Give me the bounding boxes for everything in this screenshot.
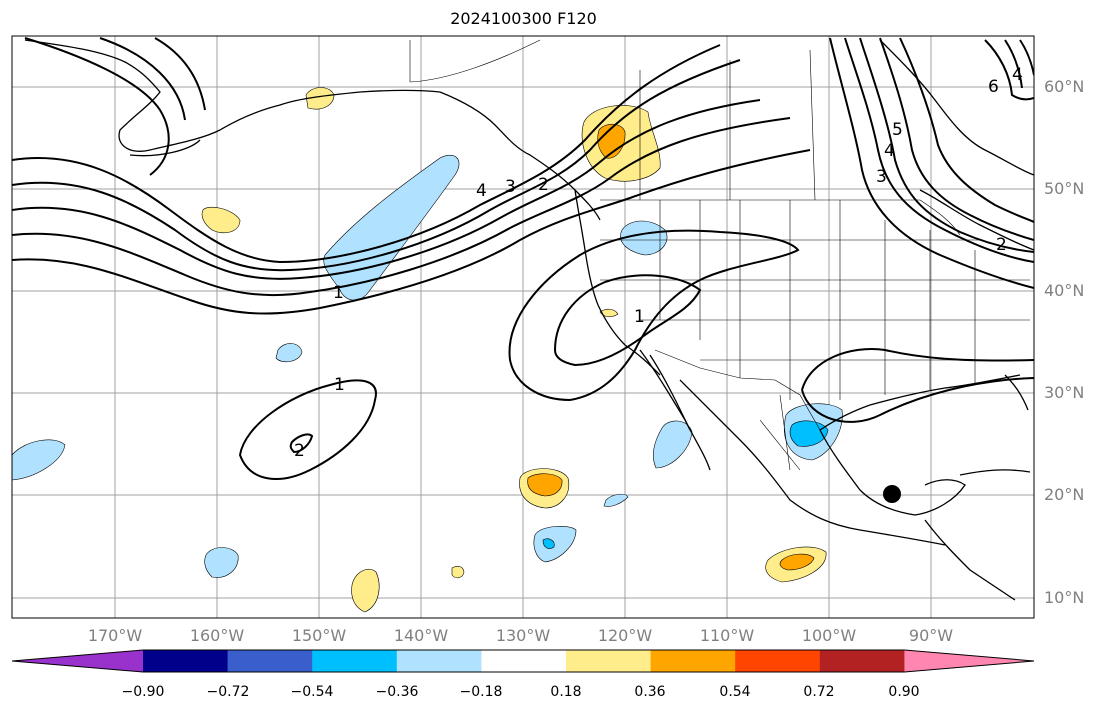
colorbar-tick-label: 0.18 bbox=[550, 684, 582, 700]
lat-label: 20°N bbox=[1044, 485, 1085, 504]
political-borders bbox=[409, 39, 1030, 471]
contour-line bbox=[12, 99, 761, 280]
colorbar-tick-label: 0.72 bbox=[803, 684, 835, 700]
contour-label: 2 bbox=[538, 175, 549, 195]
contour-line bbox=[829, 37, 1034, 289]
colorbar-segment bbox=[566, 650, 652, 672]
lon-label: 140°W bbox=[393, 626, 449, 645]
contour-label: 4 bbox=[884, 141, 895, 161]
colorbar-tick-label: −0.36 bbox=[375, 684, 419, 700]
positive-anomaly-patch bbox=[451, 566, 465, 579]
colorbar-segment bbox=[904, 650, 1034, 672]
colorbar-segment bbox=[819, 650, 905, 672]
contour-line bbox=[879, 37, 1034, 241]
negative-anomaly-patch bbox=[204, 547, 239, 578]
positive-anomaly-patch bbox=[599, 308, 619, 318]
gridlines bbox=[12, 36, 1034, 618]
contour-line bbox=[553, 274, 702, 367]
colorbar-segment bbox=[312, 650, 398, 672]
negative-anomaly-patch bbox=[275, 343, 303, 363]
contour-line bbox=[12, 117, 791, 297]
contour-line bbox=[859, 37, 1034, 253]
contour-line bbox=[238, 379, 377, 480]
positive-anomaly-patch bbox=[597, 123, 626, 159]
lat-label: 40°N bbox=[1044, 281, 1085, 300]
lon-label: 150°W bbox=[291, 626, 347, 645]
positive-anomaly-patch bbox=[779, 553, 815, 571]
contour-label: 1 bbox=[634, 307, 645, 327]
contour-line bbox=[154, 37, 206, 111]
contour-lines bbox=[12, 37, 1034, 480]
contour-label: 1 bbox=[333, 283, 344, 303]
negative-anomaly-patch bbox=[323, 154, 460, 301]
contour-label: 3 bbox=[505, 177, 516, 197]
contour-line bbox=[1019, 39, 1034, 76]
colorbar-segment bbox=[227, 650, 313, 672]
contour-line bbox=[899, 37, 1034, 223]
colorbar-tick-label: −0.54 bbox=[290, 684, 334, 700]
anomaly-shading bbox=[12, 87, 843, 613]
positive-anomaly-patch bbox=[351, 568, 380, 613]
contour-line bbox=[844, 37, 1034, 263]
colorbar-segment bbox=[481, 650, 567, 672]
contour-line bbox=[289, 433, 314, 454]
lat-label: 50°N bbox=[1044, 179, 1085, 198]
contour-label: 2 bbox=[294, 441, 305, 461]
negative-anomaly-patch bbox=[542, 538, 555, 549]
lat-label: 30°N bbox=[1044, 383, 1085, 402]
contour-label: 4 bbox=[1012, 65, 1023, 85]
contour-label: 2 bbox=[996, 235, 1007, 255]
lon-label: 160°W bbox=[189, 626, 245, 645]
contour-label: 3 bbox=[876, 167, 887, 187]
map-frame bbox=[11, 35, 1035, 619]
contour-label: 5 bbox=[892, 120, 903, 140]
colorbar-segment bbox=[12, 650, 143, 672]
colorbar-tick-label: 0.54 bbox=[719, 684, 751, 700]
negative-anomaly-patch bbox=[653, 420, 693, 469]
contour-line bbox=[24, 37, 170, 176]
lon-label: 130°W bbox=[495, 626, 551, 645]
colorbar-segment bbox=[650, 650, 736, 672]
colorbar-tick-label: −0.18 bbox=[459, 684, 503, 700]
map-title: 2024100300 F120 bbox=[450, 9, 597, 28]
lon-label: 100°W bbox=[801, 626, 857, 645]
contour-label: 6 bbox=[988, 77, 999, 97]
contour-line bbox=[99, 37, 186, 121]
colorbar-segment bbox=[396, 650, 482, 672]
lon-label: 120°W bbox=[597, 626, 653, 645]
contour-labels: 1 1 2 1 3 4 6 5 4 3 4 2 2 bbox=[294, 65, 1023, 461]
contour-label: 4 bbox=[476, 181, 487, 201]
contour-line bbox=[801, 348, 1034, 391]
lon-label: 110°W bbox=[699, 626, 755, 645]
contour-line bbox=[12, 59, 741, 272]
lon-label: 90°W bbox=[908, 626, 954, 645]
positive-anomaly-patch bbox=[201, 207, 241, 233]
contour-line bbox=[1004, 39, 1023, 89]
contour-line bbox=[12, 44, 721, 264]
storm-center-marker bbox=[883, 485, 901, 503]
contour-label: 1 bbox=[334, 375, 345, 395]
contour-line bbox=[801, 377, 1034, 423]
negative-anomaly-patch bbox=[12, 439, 66, 481]
negative-anomaly-patch bbox=[533, 526, 577, 563]
negative-anomaly-patch bbox=[620, 220, 668, 256]
colorbar-outline bbox=[11, 649, 1035, 673]
colorbar-tick-label: −0.72 bbox=[206, 684, 250, 700]
colorbar bbox=[11, 649, 1035, 673]
negative-anomaly-patch bbox=[603, 493, 629, 507]
colorbar-tick-label: −0.90 bbox=[121, 684, 165, 700]
contour-line bbox=[984, 39, 1034, 101]
colorbar-tick-label: 0.90 bbox=[888, 684, 920, 700]
lat-label: 10°N bbox=[1044, 588, 1085, 607]
contour-line bbox=[12, 149, 811, 315]
colorbar-tick-label: 0.36 bbox=[634, 684, 666, 700]
colorbar-segment bbox=[735, 650, 821, 672]
contour-line bbox=[508, 229, 800, 402]
lon-label: 170°W bbox=[87, 626, 143, 645]
positive-anomaly-patch bbox=[527, 473, 563, 497]
lat-label: 60°N bbox=[1044, 77, 1085, 96]
colorbar-segment bbox=[143, 650, 229, 672]
